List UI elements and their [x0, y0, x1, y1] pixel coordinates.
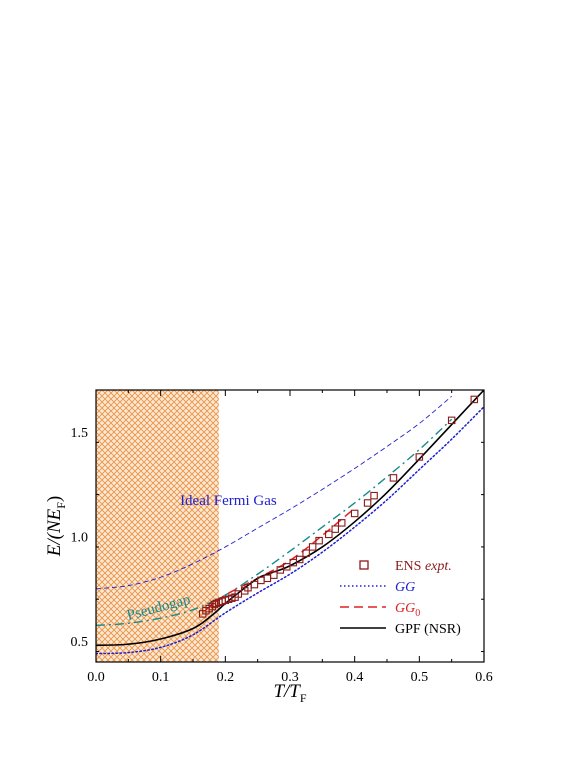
x-tick-label: 0.3: [281, 670, 299, 685]
y-axis-title-main: E/(NE: [44, 508, 65, 557]
data-point-ens: [447, 416, 456, 425]
legend-label-ens: ENS expt.: [395, 559, 452, 574]
data-point-ens: [325, 530, 333, 539]
data-point-ens: [302, 549, 310, 557]
legend-label-sub: 0: [415, 608, 420, 619]
legend-label-italic: GG: [395, 580, 415, 595]
y-axis-title-sub: F: [54, 502, 68, 509]
data-point-ens: [295, 555, 304, 564]
x-axis-title-sub: F: [300, 691, 307, 705]
legend-label-gg0: GG0: [395, 601, 420, 619]
legend-label-gpf: GPF (NSR): [395, 622, 461, 637]
shaded-region: [96, 390, 219, 662]
x-tick-label: 0.6: [475, 670, 493, 685]
data-point-ens: [250, 580, 259, 589]
data-point-ens: [363, 499, 372, 507]
y-tick-label: 1.0: [71, 530, 89, 545]
markers-group: [198, 395, 479, 618]
y-tick-label: 1.5: [71, 426, 89, 441]
data-point-ens: [415, 453, 424, 461]
data-point-ens: [331, 525, 340, 533]
data-point-ens: [389, 474, 398, 482]
data-point-ens: [470, 395, 479, 404]
data-point-ens: [283, 563, 291, 571]
axis-ticks: 0.0 0.1 0.2 0.3 0.4 0.5 0.6 0.5 1.0 1.5: [71, 389, 493, 685]
legend-label-gg: GG: [395, 580, 415, 595]
legend-marker-ens: [359, 560, 369, 570]
y-axis-title: E/(NEF): [44, 496, 68, 558]
series-line-ideal: [96, 395, 452, 590]
series-line-pseudogap: [96, 418, 453, 627]
legend-label-text: ENS: [395, 559, 425, 574]
data-point-ens: [315, 536, 323, 545]
y-tick-label: 0.5: [71, 635, 89, 650]
data-point-ens: [337, 519, 346, 527]
data-point-ens: [270, 571, 278, 579]
x-tick-label: 0.5: [411, 670, 429, 685]
legend-label-italic: GG: [395, 601, 415, 616]
x-tick-label: 0.2: [217, 670, 235, 685]
x-tick-label: 0.1: [152, 670, 170, 685]
annotation-ideal-fermi-gas: Ideal Fermi Gas: [180, 493, 277, 509]
x-axis-title: T/TF: [273, 681, 306, 705]
data-point-ens: [308, 543, 317, 551]
legend-label-italic: expt.: [425, 559, 452, 574]
data-point-ens: [350, 509, 359, 518]
series-line-gg: [96, 405, 484, 655]
data-point-ens: [263, 574, 272, 583]
data-point-ens: [210, 600, 219, 609]
data-point-ens: [370, 491, 378, 500]
x-tick-label: 0.0: [87, 670, 105, 685]
x-tick-label: 0.4: [346, 670, 364, 685]
y-axis-title-close: ): [44, 496, 65, 502]
legend-label-text: GPF (NSR): [395, 622, 461, 637]
x-axis-title-main: T/T: [273, 681, 301, 702]
data-point-ens: [212, 599, 221, 608]
